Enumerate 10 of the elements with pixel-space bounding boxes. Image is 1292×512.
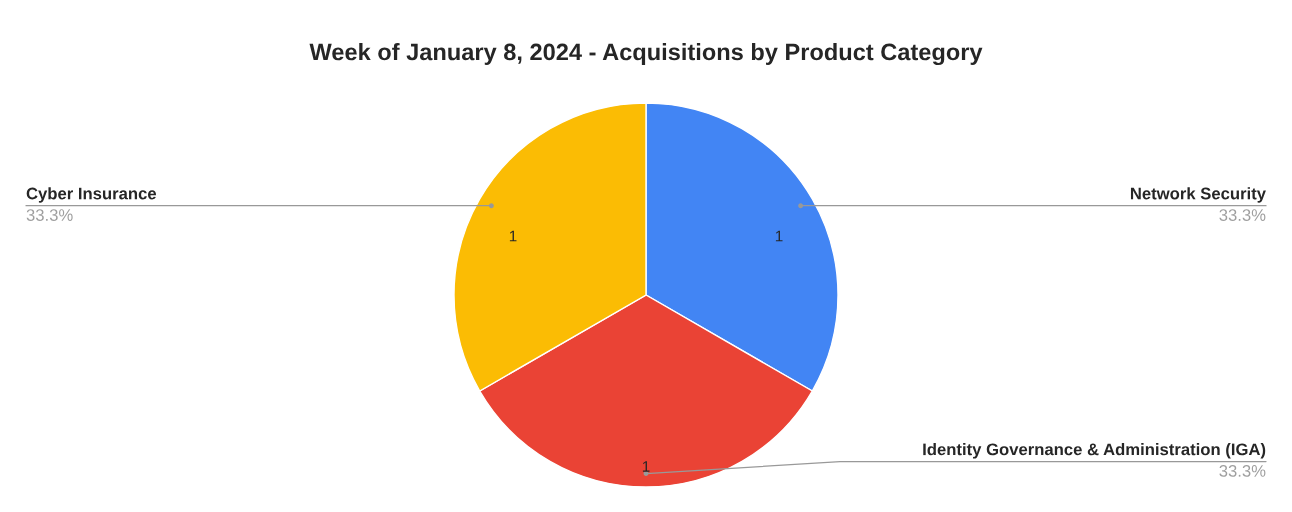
text: 33.3%: [1219, 465, 1266, 477]
text: 33.3%: [1219, 209, 1266, 221]
data-label: 1: [775, 230, 783, 242]
slice-label: Cyber Insurance: [26, 187, 157, 203]
data-label: 1: [642, 461, 650, 472]
data-label: 1: [509, 230, 517, 242]
text: 33.3%: [26, 209, 73, 221]
slice-label: Identity Governance & Administration (IGA): [923, 443, 1266, 459]
slice-label: Network Security: [1130, 187, 1266, 203]
chart-title: Week of January 8, 2024 - Acquisitions by Product Category: [309, 43, 983, 66]
